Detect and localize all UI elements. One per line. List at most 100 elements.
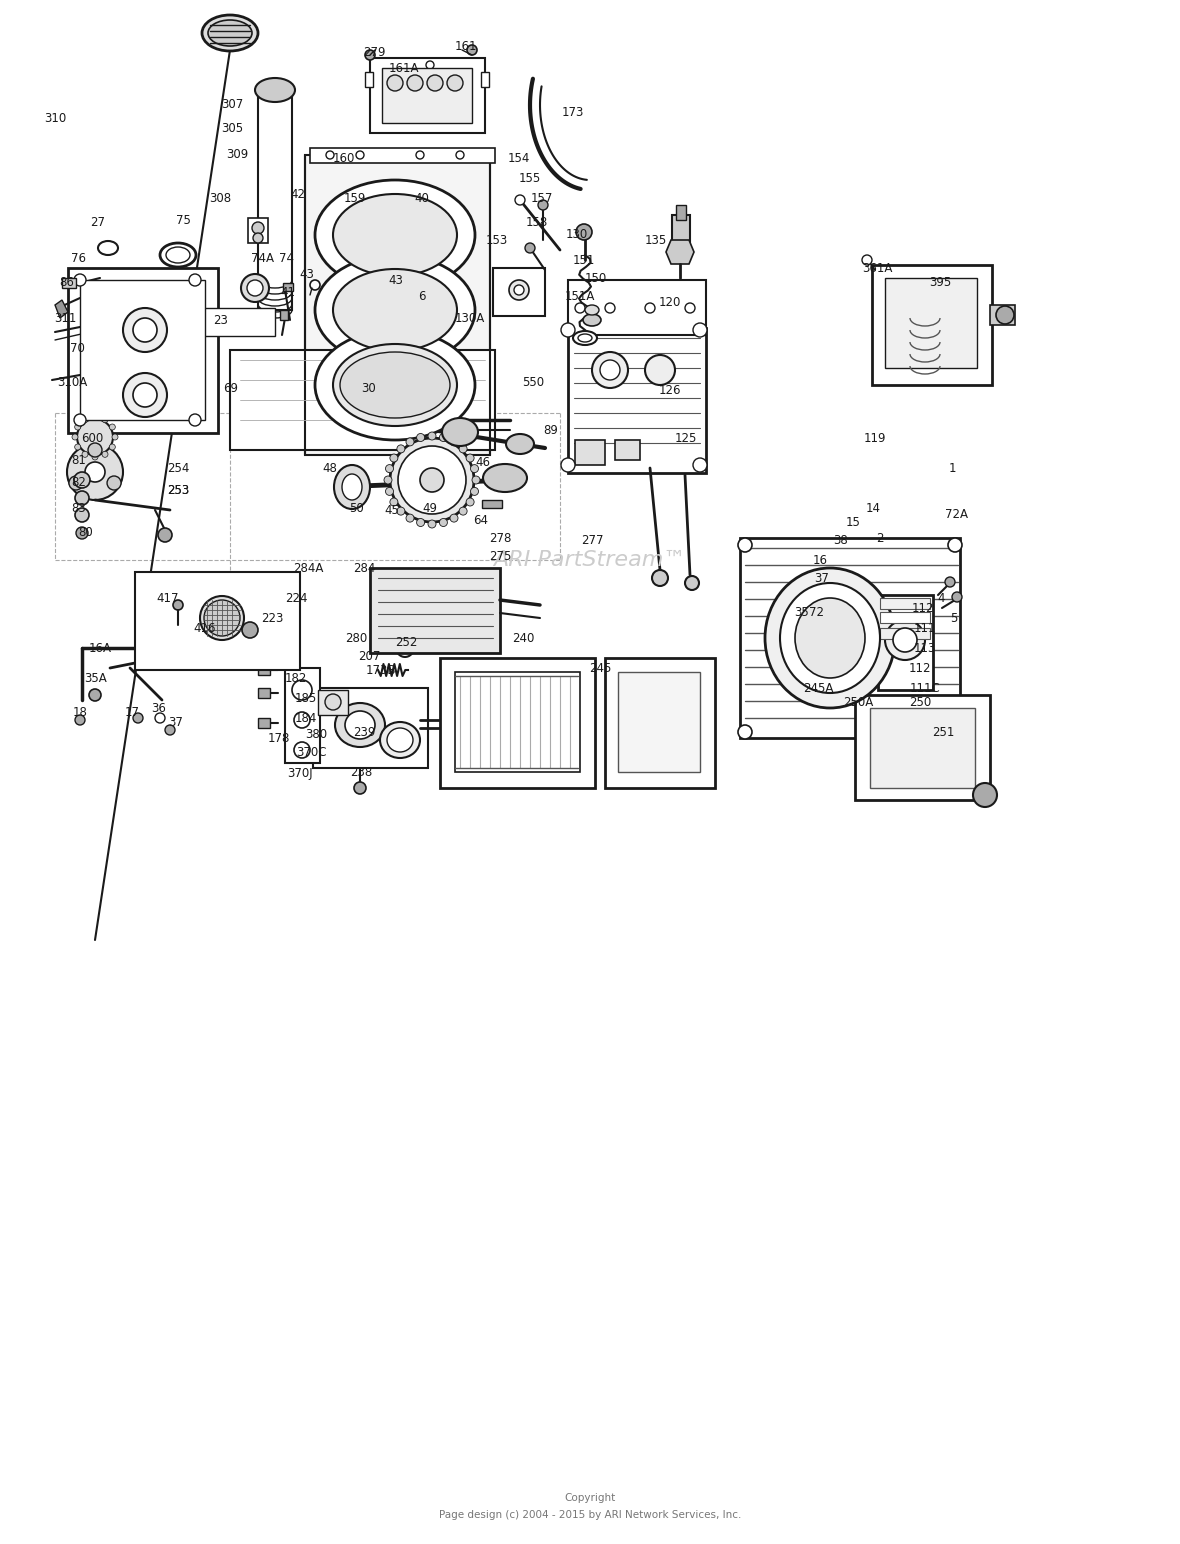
Circle shape	[310, 279, 320, 290]
Text: 43: 43	[300, 269, 314, 281]
Bar	[258, 665, 270, 675]
Circle shape	[426, 62, 434, 69]
Text: 17: 17	[125, 707, 139, 720]
Circle shape	[199, 596, 244, 641]
Text: 41: 41	[281, 287, 295, 300]
Text: 1: 1	[949, 462, 956, 474]
Ellipse shape	[345, 710, 375, 740]
Ellipse shape	[573, 330, 597, 344]
Bar	[304, 154, 490, 455]
Circle shape	[396, 445, 405, 452]
Text: 250: 250	[909, 696, 931, 710]
Circle shape	[450, 514, 458, 522]
Text: 23: 23	[214, 313, 229, 326]
Bar	[248, 218, 268, 242]
Text: 48: 48	[322, 462, 337, 474]
Bar	[365, 73, 373, 86]
Circle shape	[893, 628, 917, 652]
Bar	[481, 73, 489, 86]
Circle shape	[459, 445, 467, 452]
Ellipse shape	[765, 568, 894, 709]
Circle shape	[576, 224, 592, 239]
Text: 81: 81	[72, 454, 86, 466]
Text: 2: 2	[877, 531, 884, 545]
Circle shape	[996, 306, 1014, 324]
Text: 275: 275	[489, 550, 511, 562]
Circle shape	[76, 508, 88, 522]
Text: 245: 245	[589, 661, 611, 675]
Ellipse shape	[166, 247, 190, 262]
Ellipse shape	[255, 79, 295, 102]
Circle shape	[74, 445, 80, 449]
Bar	[740, 537, 961, 738]
Text: 5: 5	[950, 611, 958, 624]
Circle shape	[92, 414, 98, 420]
Bar	[258, 718, 270, 729]
Bar	[575, 440, 605, 465]
Ellipse shape	[247, 279, 263, 296]
Circle shape	[133, 383, 157, 408]
Circle shape	[76, 715, 85, 726]
Circle shape	[386, 465, 393, 472]
Ellipse shape	[241, 273, 269, 303]
Circle shape	[291, 679, 312, 699]
Text: 40: 40	[414, 191, 430, 204]
Bar	[68, 269, 218, 432]
Circle shape	[85, 462, 105, 482]
Circle shape	[428, 520, 435, 528]
Circle shape	[514, 195, 525, 205]
Circle shape	[81, 451, 88, 457]
Text: 37: 37	[814, 571, 830, 585]
Text: 43: 43	[388, 273, 404, 287]
Circle shape	[74, 425, 80, 429]
Text: 253: 253	[166, 483, 189, 497]
Circle shape	[92, 454, 98, 460]
Circle shape	[101, 417, 109, 423]
Circle shape	[420, 468, 444, 493]
Text: 89: 89	[544, 423, 558, 437]
Circle shape	[74, 414, 86, 426]
Ellipse shape	[315, 255, 476, 364]
Text: 35A: 35A	[85, 672, 107, 684]
Text: Copyright: Copyright	[564, 1493, 616, 1502]
Text: 16: 16	[813, 553, 827, 567]
Text: 42: 42	[290, 188, 306, 202]
Text: 161A: 161A	[388, 62, 419, 74]
Ellipse shape	[342, 474, 362, 500]
Circle shape	[387, 76, 404, 91]
Text: 251: 251	[932, 727, 955, 740]
Circle shape	[653, 570, 668, 587]
Bar	[258, 689, 270, 698]
Circle shape	[112, 434, 118, 440]
Text: 75: 75	[176, 213, 190, 227]
Text: 50: 50	[348, 502, 363, 514]
Circle shape	[560, 459, 575, 472]
Text: 157: 157	[531, 191, 553, 204]
Bar	[382, 68, 472, 124]
Circle shape	[68, 476, 83, 489]
Circle shape	[686, 303, 695, 313]
Circle shape	[472, 476, 480, 483]
Circle shape	[324, 693, 341, 710]
Circle shape	[77, 418, 113, 455]
Polygon shape	[55, 300, 68, 318]
Circle shape	[398, 446, 466, 514]
Text: 309: 309	[225, 148, 248, 162]
Ellipse shape	[160, 242, 196, 267]
Text: ARI PartStream™: ARI PartStream™	[493, 550, 687, 570]
Bar	[230, 350, 494, 449]
Circle shape	[406, 514, 414, 522]
Circle shape	[447, 76, 463, 91]
Ellipse shape	[583, 313, 601, 326]
Circle shape	[948, 537, 962, 553]
Circle shape	[466, 499, 474, 506]
Text: 74: 74	[280, 252, 295, 264]
Text: 4: 4	[937, 591, 945, 605]
Ellipse shape	[442, 418, 478, 446]
Bar	[872, 266, 992, 384]
Circle shape	[294, 743, 310, 758]
Text: 111: 111	[913, 622, 936, 635]
Circle shape	[605, 303, 615, 313]
Bar	[286, 669, 320, 763]
Circle shape	[885, 621, 925, 659]
